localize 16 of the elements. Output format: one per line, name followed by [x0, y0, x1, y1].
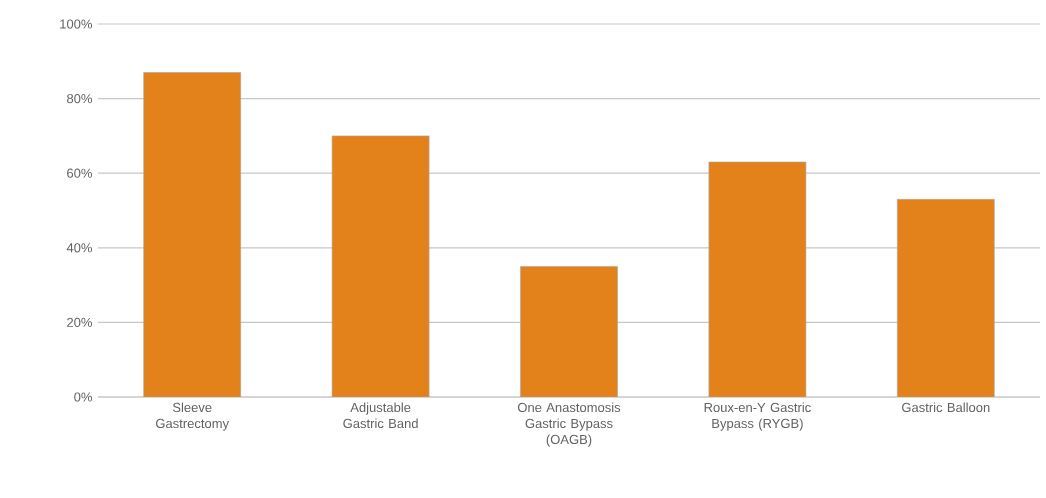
x-tick-label: Adjustable Gastric Band — [343, 402, 418, 429]
x-tick-label: Gastric Balloon — [902, 402, 990, 413]
y-tick-label: 80% — [67, 93, 93, 104]
x-tick-label: One Anastomosis Gastric Bypass (OAGB) — [517, 402, 621, 447]
bar — [897, 199, 995, 397]
y-tick-label: 20% — [67, 317, 93, 327]
y-tick-label: 100% — [60, 19, 93, 29]
y-tick-label: 60% — [67, 168, 93, 178]
x-tick-label: Roux-en-Y Gastric Bypass (RYGB) — [704, 402, 811, 431]
x-tick-label: Sleeve Gastrectomy — [156, 402, 230, 431]
bar — [708, 161, 807, 397]
bar — [520, 266, 618, 397]
y-tick-label: 40% — [66, 243, 93, 253]
bar — [143, 72, 241, 397]
bar — [331, 135, 430, 397]
y-tick-label: 0% — [74, 392, 93, 402]
